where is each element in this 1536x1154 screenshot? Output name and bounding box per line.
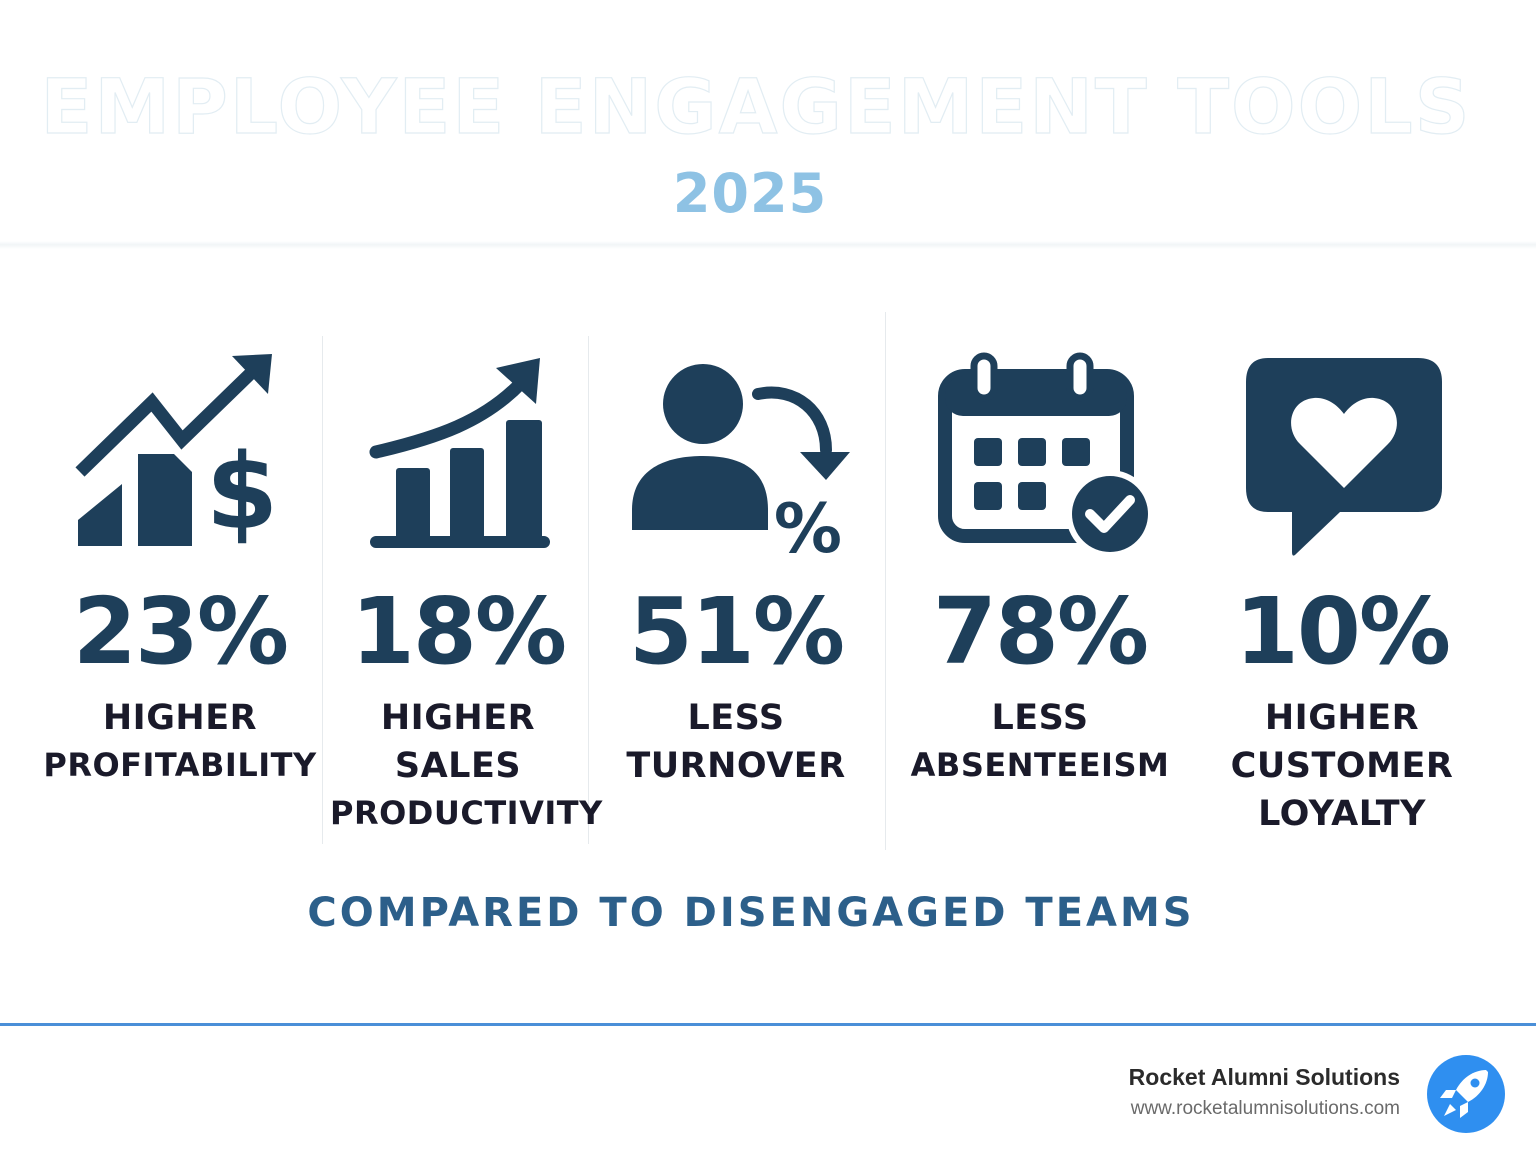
stat-customer-loyalty: 10% HIGHER CUSTOMER LOYALTY: [1196, 586, 1488, 838]
comparison-note: COMPARED TO DISENGAGED TEAMS: [307, 890, 1195, 936]
profit-chart-dollar-icon: $: [74, 350, 284, 550]
stat-sales-productivity: 18% HIGHER SALES PRODUCTIVITY: [330, 578, 603, 836]
page-title: EMPLOYEE ENGAGEMENT TOOLS: [40, 61, 1472, 151]
svg-text:$: $: [206, 431, 278, 550]
person-turnover-percent-icon: %: [630, 360, 860, 560]
stat-label-line: HIGHER: [102, 698, 258, 738]
stat-label-line: ABSENTEEISM: [910, 746, 1170, 784]
rocket-icon: [1424, 1052, 1508, 1140]
stat-value: 23%: [72, 578, 289, 685]
footer-divider: [0, 1023, 1536, 1026]
stat-value: 10%: [1234, 578, 1451, 685]
column-divider: [885, 312, 886, 850]
stat-label-line: HIGHER: [1264, 698, 1420, 738]
header-divider: [0, 241, 1536, 249]
column-divider: [588, 336, 589, 844]
stat-label-line: HIGHER: [380, 698, 536, 738]
brand-block: Rocket Alumni Solutions www.rocketalumni…: [1129, 1064, 1400, 1120]
stat-label-line: CUSTOMER: [1230, 746, 1454, 786]
stat-label-line: PRODUCTIVITY: [330, 794, 603, 832]
company-url[interactable]: www.rocketalumnisolutions.com: [1130, 1098, 1400, 1119]
stat-label-line: TURNOVER: [626, 746, 846, 786]
stat-absenteeism: 78% LESS ABSENTEEISM: [894, 586, 1186, 788]
stat-value: 78%: [932, 578, 1149, 685]
stat-label-line: LOYALTY: [1258, 794, 1426, 834]
stat-label-line: PROFITABILITY: [43, 746, 317, 784]
svg-text:%: %: [774, 490, 842, 560]
calendar-check-icon: [936, 352, 1158, 562]
stat-label-line: SALES: [394, 746, 522, 786]
column-divider: [322, 336, 323, 844]
stat-profitability: 23% HIGHER PROFITABILITY: [28, 586, 332, 788]
stat-value: 18%: [350, 578, 567, 685]
stat-turnover: 51% LESS TURNOVER: [596, 586, 876, 790]
stat-label-line: LESS: [991, 698, 1089, 738]
heart-speech-bubble-icon: [1244, 356, 1444, 558]
company-name: Rocket Alumni Solutions: [1128, 1064, 1400, 1090]
stat-value: 51%: [628, 578, 845, 685]
sales-growth-chart-icon: [366, 352, 556, 552]
page-year: 2025: [672, 162, 828, 225]
stat-label-line: LESS: [687, 698, 785, 738]
